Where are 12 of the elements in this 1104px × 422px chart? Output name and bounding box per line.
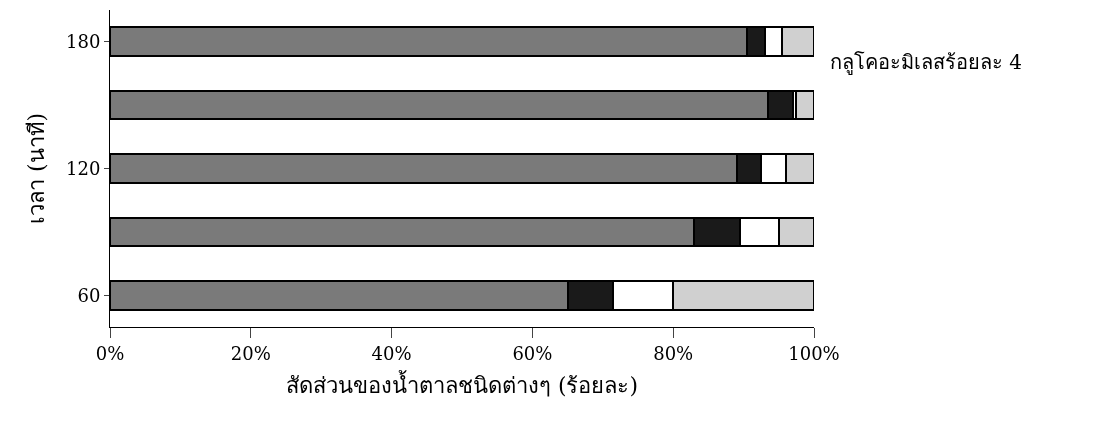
y-tick-label: 180 xyxy=(66,31,101,52)
x-tick-label: 100% xyxy=(788,342,840,364)
x-tick-label: 60% xyxy=(512,342,553,364)
x-tick-label: 80% xyxy=(653,342,694,364)
x-tick-label: 0% xyxy=(95,342,125,364)
x-axis-title: สัดส่วนของน้ำตาลชนิดต่างๆ (ร้อยละ) xyxy=(285,370,639,399)
y-tick-label: 60 xyxy=(77,284,101,306)
text: กลูโคอะมิเลสร้อยละ 4 xyxy=(830,50,1023,75)
y-axis-title: เวลา (นาที) xyxy=(23,112,49,225)
y-tick-label: 120 xyxy=(66,157,101,179)
x-tick-label: 40% xyxy=(371,342,412,364)
x-tick-label: 20% xyxy=(230,342,271,364)
